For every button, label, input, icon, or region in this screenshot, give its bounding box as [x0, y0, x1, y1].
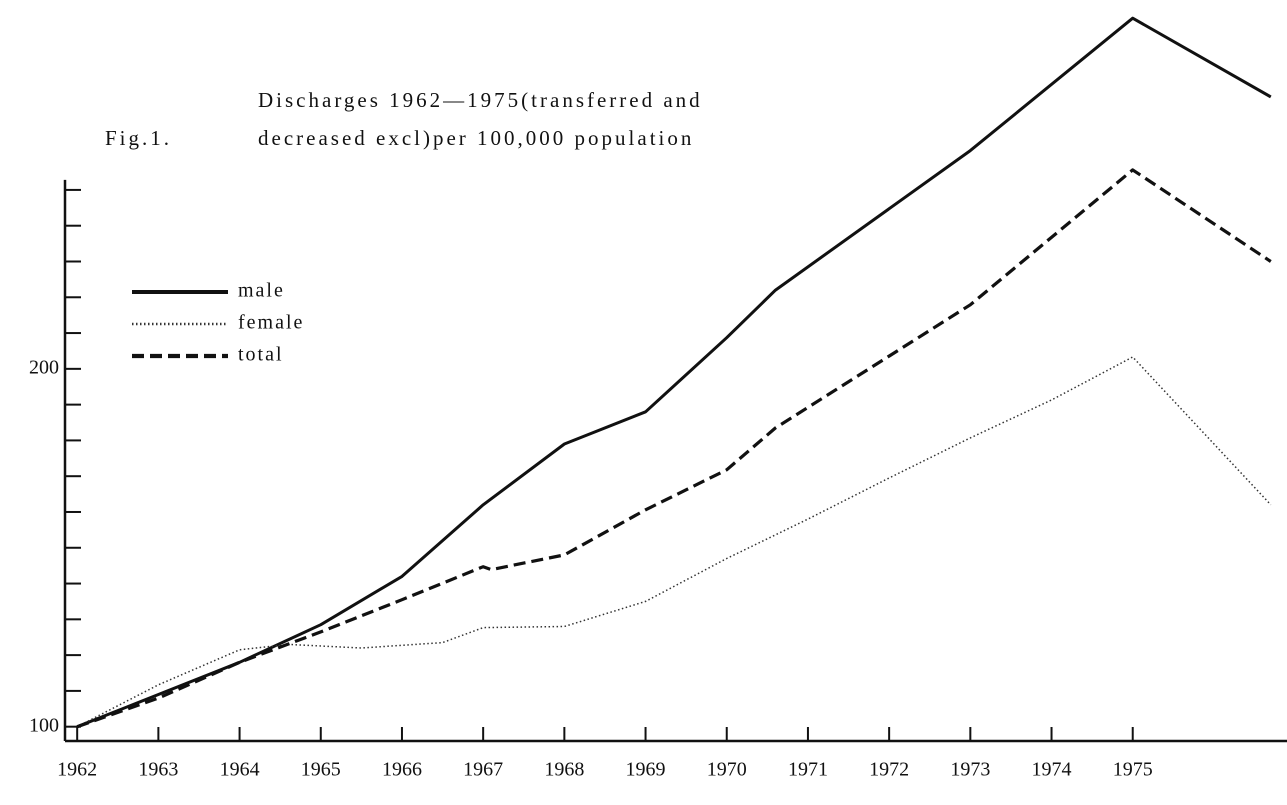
x-tick-label: 1972: [869, 759, 909, 781]
x-tick-label: 1970: [707, 759, 747, 781]
x-tick-label: 1967: [463, 759, 503, 781]
x-tick-label: 1973: [950, 759, 990, 781]
x-tick-label: 1975: [1113, 759, 1153, 781]
chart-title: decreased excl)per 100,000 population: [258, 126, 694, 150]
x-tick-label: 1965: [301, 759, 341, 781]
x-tick-label: 1966: [382, 759, 422, 781]
y-tick-label: 200: [29, 356, 59, 378]
legend-label: female: [238, 312, 304, 334]
y-tick-label: 100: [29, 714, 59, 736]
figure-label: Fig.1.: [105, 126, 172, 150]
chart-title: Discharges 1962—1975(transferred and: [258, 88, 703, 112]
series-line: [76, 16, 1272, 729]
x-tick-label: 1969: [626, 759, 666, 781]
x-tick-label: 1974: [1032, 759, 1072, 781]
x-tick-label: 1963: [138, 759, 178, 781]
series-line: [76, 168, 1272, 729]
legend-label: male: [238, 280, 285, 302]
x-tick-label: 1968: [544, 759, 584, 781]
series-line: [76, 356, 1272, 728]
x-tick-label: 1962: [57, 759, 97, 781]
legend-label: total: [238, 344, 284, 366]
x-tick-label: 1971: [788, 759, 828, 781]
x-tick-label: 1964: [220, 759, 260, 781]
